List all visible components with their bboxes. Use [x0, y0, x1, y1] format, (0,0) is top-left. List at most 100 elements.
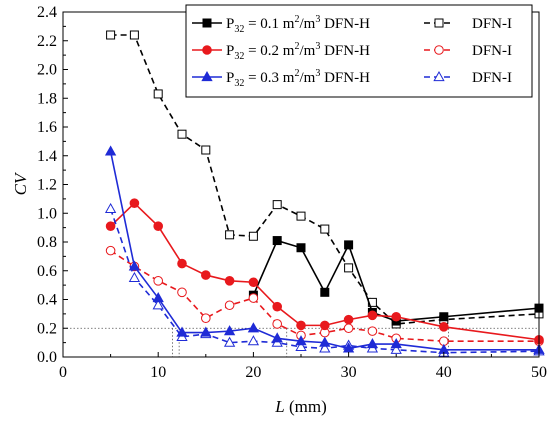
data-point [152, 292, 164, 303]
legend-entry-2: P32 = 0.2 m2/m3 DFN-H DFN-I [192, 41, 512, 62]
data-point [177, 129, 187, 139]
legend-entry-3: P32 = 0.3 m2/m3 DFN-H DFN-I [192, 68, 512, 89]
axes: 0 10 20 30 40 50 0.0 0.2 0.4 0.6 0.8 1.0 1.2 1.4 1.6 1.… [37, 4, 547, 381]
y-tick-label-7: 1.4 [37, 148, 57, 165]
data-point [104, 202, 117, 214]
data-point [177, 258, 187, 269]
x-tick-label-2: 20 [245, 364, 261, 381]
data-point [272, 301, 283, 312]
y-tick-label-11: 2.2 [37, 33, 57, 50]
legend-label-part: P [226, 43, 234, 59]
data-point [296, 243, 306, 253]
data-point [176, 326, 188, 337]
data-point [272, 200, 282, 210]
legend-label-part: P [226, 16, 234, 32]
legend-label-part: 2 [294, 14, 299, 25]
x-tick-label-5: 50 [531, 364, 547, 381]
data-point [128, 260, 141, 271]
x-tick-label-3: 30 [341, 364, 357, 381]
series-2-dfn-h [105, 198, 544, 345]
data-point [248, 277, 259, 288]
data-point [201, 145, 211, 155]
data-point [272, 319, 283, 329]
legend-label-part: /m [299, 16, 315, 32]
data-point [223, 325, 236, 336]
data-point [247, 322, 260, 333]
x-tick-label-0: 0 [59, 364, 67, 381]
data-point [271, 332, 283, 343]
x-axis-label-unit: (mm) [285, 397, 327, 416]
data-point [152, 299, 164, 310]
legend-label-part: P [226, 70, 234, 86]
data-point [439, 322, 449, 332]
legend-label-part: DFN-H [320, 16, 370, 32]
legend-label-dfn-h: P32 = 0.1 m2/m3 DFN-H [226, 14, 370, 35]
legend-label-part: 32 [234, 78, 244, 89]
data-point [366, 338, 379, 349]
legend-label-part: 3 [315, 14, 320, 25]
data-point [391, 311, 402, 322]
data-point [248, 231, 258, 241]
data-point [224, 276, 235, 286]
legend-label-dfn-i: DFN-I [472, 70, 512, 86]
legend-marker-dfn-i [433, 70, 445, 82]
legend-label-part: 32 [234, 51, 244, 62]
data-point [296, 211, 306, 221]
data-point [343, 323, 354, 334]
y-tick-label-0: 0.0 [37, 349, 57, 366]
legend-marker-dfn-i [434, 45, 444, 55]
legend-label-part: = 0.2 m [244, 43, 294, 59]
data-point [129, 198, 140, 208]
data-point [201, 313, 211, 323]
y-tick-label-4: 0.8 [37, 234, 57, 251]
y-tick-label-2: 0.4 [37, 292, 57, 309]
y-tick-label-3: 0.6 [37, 263, 57, 280]
data-point [153, 276, 163, 286]
data-point [200, 326, 212, 337]
legend-label-part: DFN-H [320, 70, 370, 86]
data-point [247, 335, 260, 346]
data-point [439, 312, 449, 322]
legend-label-dfn-h: P32 = 0.2 m2/m3 DFN-H [226, 41, 370, 62]
data-point [129, 30, 139, 40]
x-tick-label-4: 40 [436, 364, 452, 381]
y-axis-label: CV [11, 171, 30, 195]
data-point [105, 221, 116, 231]
legend-marker-dfn-h [201, 70, 213, 82]
data-point [342, 342, 355, 353]
data-point [296, 320, 306, 331]
data-point [367, 326, 378, 336]
series-layer [104, 30, 545, 357]
data-point [344, 263, 354, 273]
legend-label-dfn-i: DFN-I [472, 16, 512, 32]
data-point [272, 236, 282, 246]
data-point [225, 230, 235, 240]
data-point [320, 287, 330, 297]
legend-label-dfn-h: P32 = 0.3 m2/m3 DFN-H [226, 68, 370, 89]
axis-titles: L (mm) CV [11, 171, 327, 416]
y-tick-label-10: 2.0 [37, 62, 57, 79]
data-point [295, 335, 307, 346]
data-point [367, 310, 378, 321]
x-tick-label-1: 10 [150, 364, 166, 381]
y-tick-label-9: 1.8 [37, 90, 57, 107]
y-tick-label-6: 1.2 [37, 177, 57, 194]
legend-marker-dfn-i [434, 18, 444, 28]
legend-label-part: /m [299, 70, 315, 86]
x-axis-label-symbol: L [274, 397, 284, 416]
legend-label-part: 3 [315, 68, 320, 79]
data-point [295, 340, 307, 352]
data-point [106, 30, 116, 40]
legend-label-part: 2 [294, 41, 299, 52]
data-point [319, 336, 331, 347]
legend-label-part: 2 [294, 68, 299, 79]
data-point [320, 320, 330, 331]
data-point [153, 89, 163, 99]
data-point [390, 343, 402, 354]
y-tick-label-5: 1.0 [37, 205, 57, 222]
data-point [319, 342, 331, 353]
y-tick-label-8: 1.6 [37, 119, 57, 136]
data-point [153, 221, 163, 231]
data-point [224, 300, 235, 311]
